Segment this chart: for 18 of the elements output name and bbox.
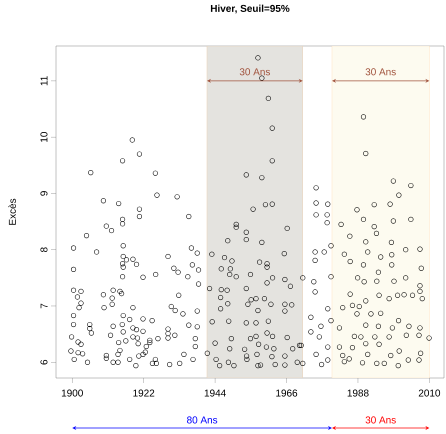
text: 30 Ans [366,416,396,424]
x-tick-label: 1944 [204,390,226,397]
y-tick-label: 8 [40,247,48,252]
y-tick-label: 11 [40,76,48,86]
y-tick-label: 9 [40,191,48,196]
x-tick-label: 1966 [276,390,298,397]
y-tick-label: 7 [40,304,48,308]
x-tick-label: 2010 [418,390,440,397]
x-tick-label: 1900 [62,390,83,397]
y-axis-title: Excès [8,198,16,225]
y-tick-label: 10 [40,132,48,142]
text: 80 Ans [187,416,218,424]
y-tick-label: 6 [40,360,48,365]
band-label: 30 Ans [240,68,270,76]
x-tick-label: 1988 [348,390,369,397]
band-label: 30 Ans [366,68,396,76]
x-tick-label: 1922 [133,390,154,397]
chart-title: Hiver, Seuil=95% [210,4,290,14]
